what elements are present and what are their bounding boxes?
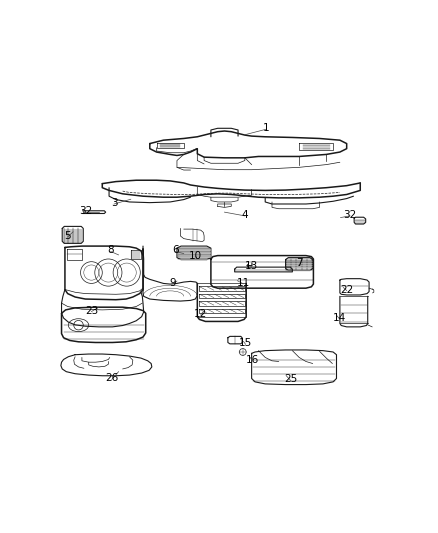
Text: 10: 10 bbox=[189, 251, 202, 261]
Text: 3: 3 bbox=[111, 198, 117, 208]
Text: 6: 6 bbox=[172, 246, 179, 255]
Text: 9: 9 bbox=[170, 278, 176, 288]
Text: 4: 4 bbox=[241, 210, 248, 220]
Text: 22: 22 bbox=[340, 285, 353, 295]
Text: 26: 26 bbox=[105, 374, 118, 383]
Text: 14: 14 bbox=[333, 313, 346, 324]
Text: 1: 1 bbox=[262, 123, 269, 133]
Text: 12: 12 bbox=[194, 309, 207, 319]
Text: ↵: ↵ bbox=[246, 261, 254, 271]
Text: 25: 25 bbox=[284, 375, 297, 384]
Text: 15: 15 bbox=[239, 338, 252, 348]
Text: 16: 16 bbox=[246, 355, 259, 365]
Text: 5: 5 bbox=[64, 231, 71, 241]
Bar bbox=[178, 247, 210, 259]
Text: 7: 7 bbox=[297, 258, 303, 268]
Text: 13: 13 bbox=[245, 261, 258, 271]
Text: 23: 23 bbox=[85, 305, 98, 316]
Bar bbox=[286, 259, 312, 270]
Text: 11: 11 bbox=[237, 278, 250, 288]
Text: 8: 8 bbox=[107, 246, 114, 255]
Text: 32: 32 bbox=[343, 210, 357, 220]
Text: 32: 32 bbox=[79, 206, 92, 216]
